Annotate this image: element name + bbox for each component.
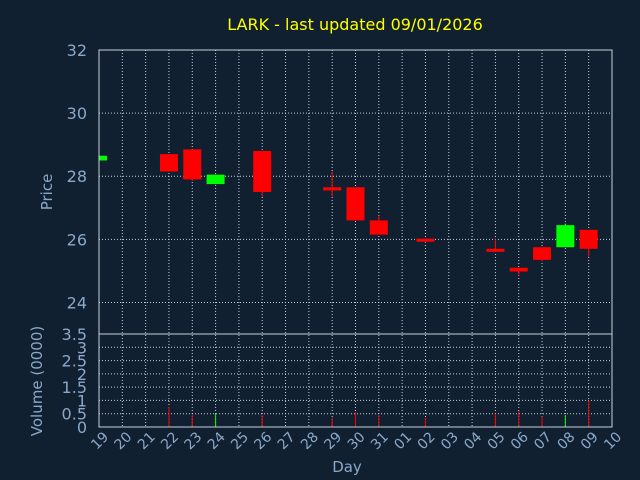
x-tick-label: 22 <box>158 429 182 453</box>
x-tick-label: 29 <box>321 429 345 453</box>
volume-tick-label: 2.5 <box>62 352 87 371</box>
x-tick-label: 08 <box>555 429 579 453</box>
x-axis-label: Day <box>332 458 362 476</box>
x-tick-label: 05 <box>485 429 509 453</box>
x-tick-label: 07 <box>531 429 555 453</box>
candle-body <box>346 187 365 221</box>
candle-body <box>416 238 435 242</box>
x-tick-label: 04 <box>461 429 485 453</box>
candle-body <box>159 154 178 172</box>
price-tick-label: 32 <box>67 41 87 60</box>
x-tick-label: 06 <box>508 429 532 453</box>
x-tick-label: 03 <box>438 429 462 453</box>
candle-body <box>369 220 388 235</box>
volume-tick-label: 3.5 <box>62 325 87 344</box>
volume-tick-label: 0.5 <box>62 405 87 424</box>
x-tick-label: 09 <box>578 429 602 453</box>
x-tick-label: 30 <box>345 429 369 453</box>
volume-panel-frame <box>98 333 613 428</box>
candle-body <box>99 155 107 161</box>
price-tick-label: 28 <box>67 167 87 186</box>
volume-tick-label: 1.5 <box>62 378 87 397</box>
candle-body <box>579 229 598 249</box>
x-tick-label: 27 <box>275 429 299 453</box>
x-tick-label: 20 <box>112 429 136 453</box>
grid-layer <box>99 50 612 427</box>
volume-tick-label: 1 <box>77 391 87 410</box>
x-tick-label: 28 <box>298 429 322 453</box>
x-tick-label: 25 <box>228 429 252 453</box>
candle-body <box>206 174 225 185</box>
volume-tick-label: 2 <box>77 365 87 384</box>
price-axis-label: Price <box>38 174 56 211</box>
candle-body <box>509 267 528 272</box>
x-tick-label: 02 <box>415 429 439 453</box>
candle-body <box>556 225 575 248</box>
x-tick-label: 24 <box>205 429 229 453</box>
x-tick-label: 23 <box>181 429 205 453</box>
candle-body <box>486 248 505 252</box>
price-tick-label: 26 <box>67 230 87 249</box>
price-tick-label: 24 <box>67 293 87 312</box>
chart-title: LARK - last updated 09/01/2026 <box>227 15 483 34</box>
candle-body <box>183 149 202 180</box>
price-tick-label: 30 <box>67 104 87 123</box>
x-tick-label: 21 <box>135 429 159 453</box>
candle-body <box>533 247 552 260</box>
candle-layer <box>99 149 598 276</box>
candle-body <box>253 150 272 192</box>
x-tick-label: 01 <box>391 429 415 453</box>
volume-layer <box>102 400 590 427</box>
x-tick-label: 31 <box>368 429 392 453</box>
volume-axis-label: Volume (0000) <box>28 326 46 436</box>
volume-tick-label: 3 <box>77 338 87 357</box>
candle-body <box>323 187 342 191</box>
x-tick-label: 10 <box>601 429 625 453</box>
volume-tick-label: 0 <box>77 418 87 437</box>
x-tick-label: 26 <box>251 429 275 453</box>
x-tick-label: 19 <box>88 429 112 453</box>
